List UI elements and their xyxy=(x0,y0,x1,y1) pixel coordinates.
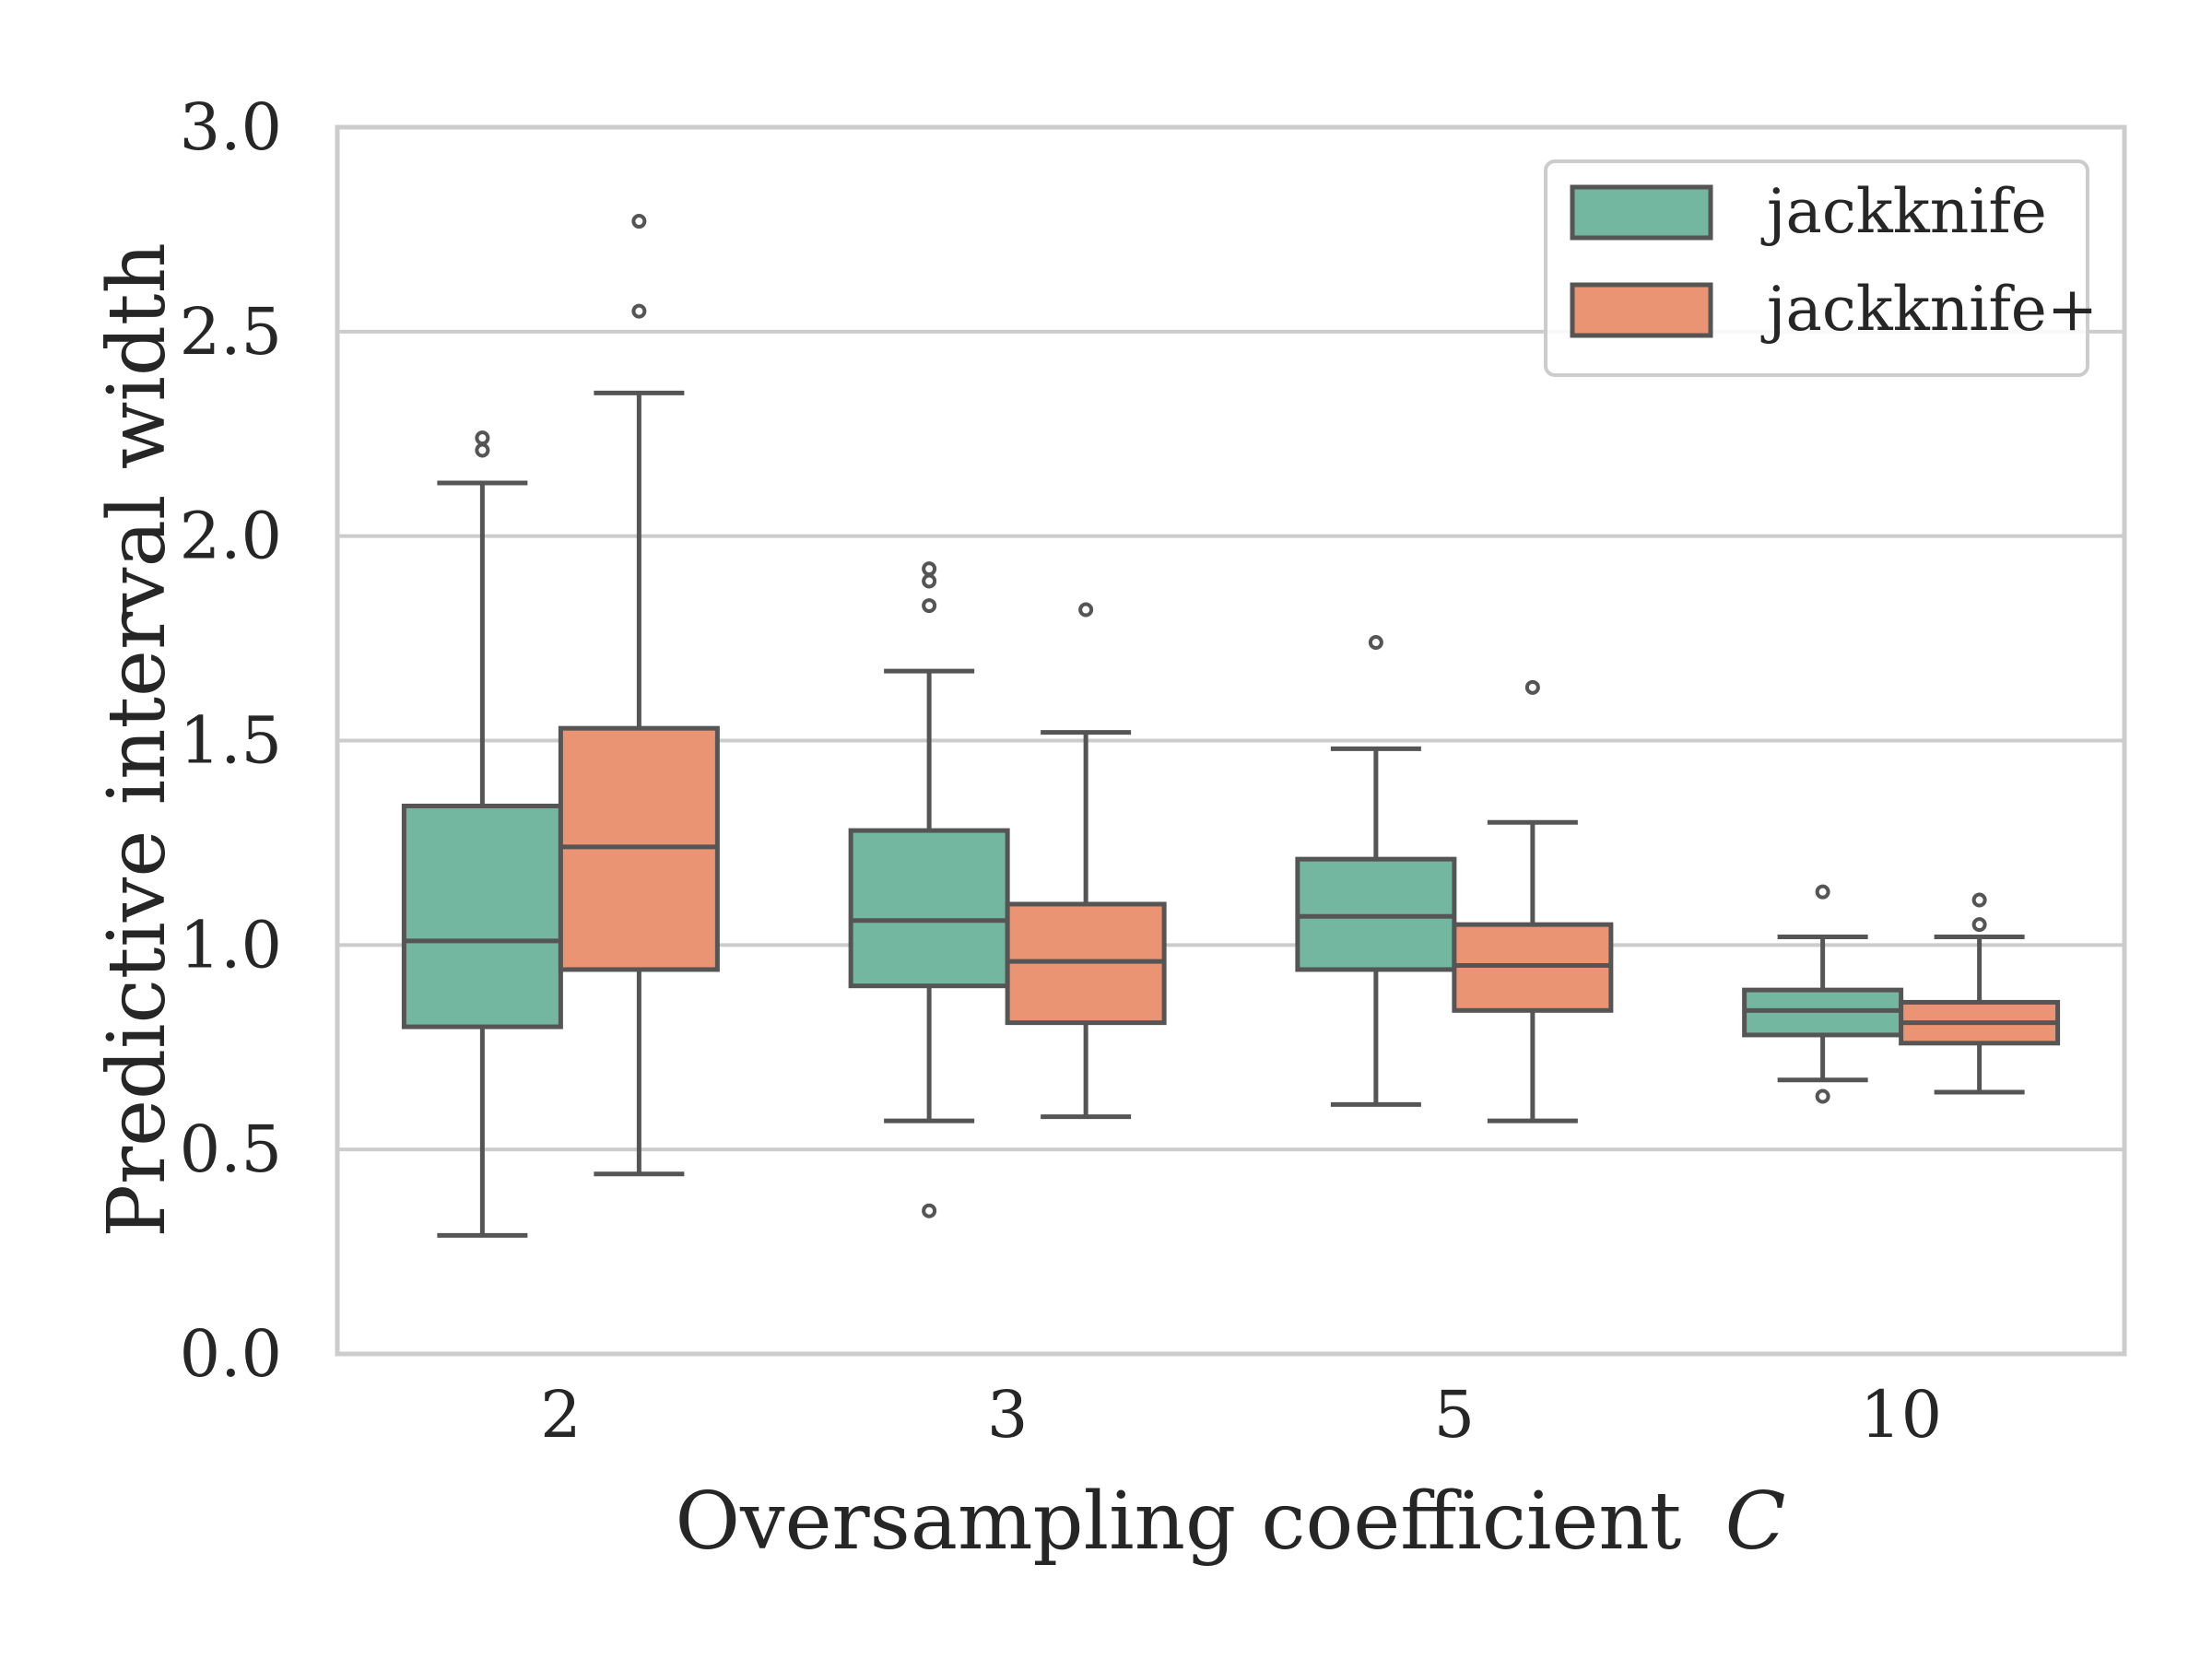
box-jackknife+-3 xyxy=(1005,602,1167,1120)
x-tick-label: 2 xyxy=(540,1377,582,1453)
legend-label-jackknife-plus: jackknife+ xyxy=(1760,274,2098,345)
outlier-point xyxy=(475,430,490,446)
y-tick-label: 1.5 xyxy=(180,703,282,779)
x-axis-label-text: Oversampling coefficient xyxy=(676,1476,1682,1568)
outlier-point xyxy=(1815,884,1830,900)
box-body xyxy=(848,828,1010,989)
legend-label-jackknife: jackknife xyxy=(1760,176,2047,247)
outlier-point xyxy=(1368,635,1383,651)
legend-swatch-jackknife xyxy=(1570,184,1713,241)
x-tick-label: 5 xyxy=(1434,1377,1476,1453)
outlier-point xyxy=(631,214,647,229)
box-body xyxy=(401,803,563,1030)
x-axis-label-variable: C xyxy=(1725,1476,1786,1568)
outlier-point xyxy=(922,573,937,589)
outlier-point xyxy=(922,598,937,614)
outlier-point xyxy=(922,561,937,577)
box-jackknife-10 xyxy=(1742,884,1904,1104)
y-tick-label: 2.5 xyxy=(180,294,282,370)
outlier-point xyxy=(1971,917,1987,933)
legend: jackknife jackknife+ xyxy=(1544,159,2098,377)
outlier-point xyxy=(631,303,647,319)
y-tick-label: 0.5 xyxy=(180,1112,282,1187)
x-axis-label: Oversampling coefficient C xyxy=(676,1476,1786,1568)
outlier-point xyxy=(1524,679,1540,695)
y-tick-label: 0.0 xyxy=(180,1316,282,1392)
outlier-point xyxy=(1815,1088,1830,1104)
x-tick-label: 3 xyxy=(987,1377,1029,1453)
y-tick-label: 1.0 xyxy=(180,907,282,982)
outlier-point xyxy=(1078,602,1094,618)
outlier-point xyxy=(922,1203,937,1218)
box-plots xyxy=(401,214,2061,1238)
box-jackknife-5 xyxy=(1295,635,1457,1107)
legend-swatch-jackknife-plus xyxy=(1570,282,1713,338)
y-axis-label: Predictive interval width xyxy=(91,242,183,1238)
outlier-point xyxy=(475,442,490,458)
box-jackknife-3 xyxy=(848,561,1010,1218)
box-jackknife+-10 xyxy=(1899,892,2061,1095)
x-tick-label: 10 xyxy=(1860,1377,1942,1453)
x-tick-labels: 2 3 5 10 xyxy=(540,1377,1942,1453)
y-tick-label: 2.0 xyxy=(180,499,282,574)
box-jackknife+-5 xyxy=(1452,679,1614,1124)
outlier-point xyxy=(1971,892,1987,908)
y-tick-label: 3.0 xyxy=(180,89,282,165)
plot-frame xyxy=(335,124,2127,1357)
y-tick-labels: 0.0 0.5 1.0 1.5 2.0 2.5 3.0 xyxy=(180,89,282,1392)
box-jackknife-2 xyxy=(401,430,563,1238)
box-jackknife+-2 xyxy=(558,214,720,1177)
